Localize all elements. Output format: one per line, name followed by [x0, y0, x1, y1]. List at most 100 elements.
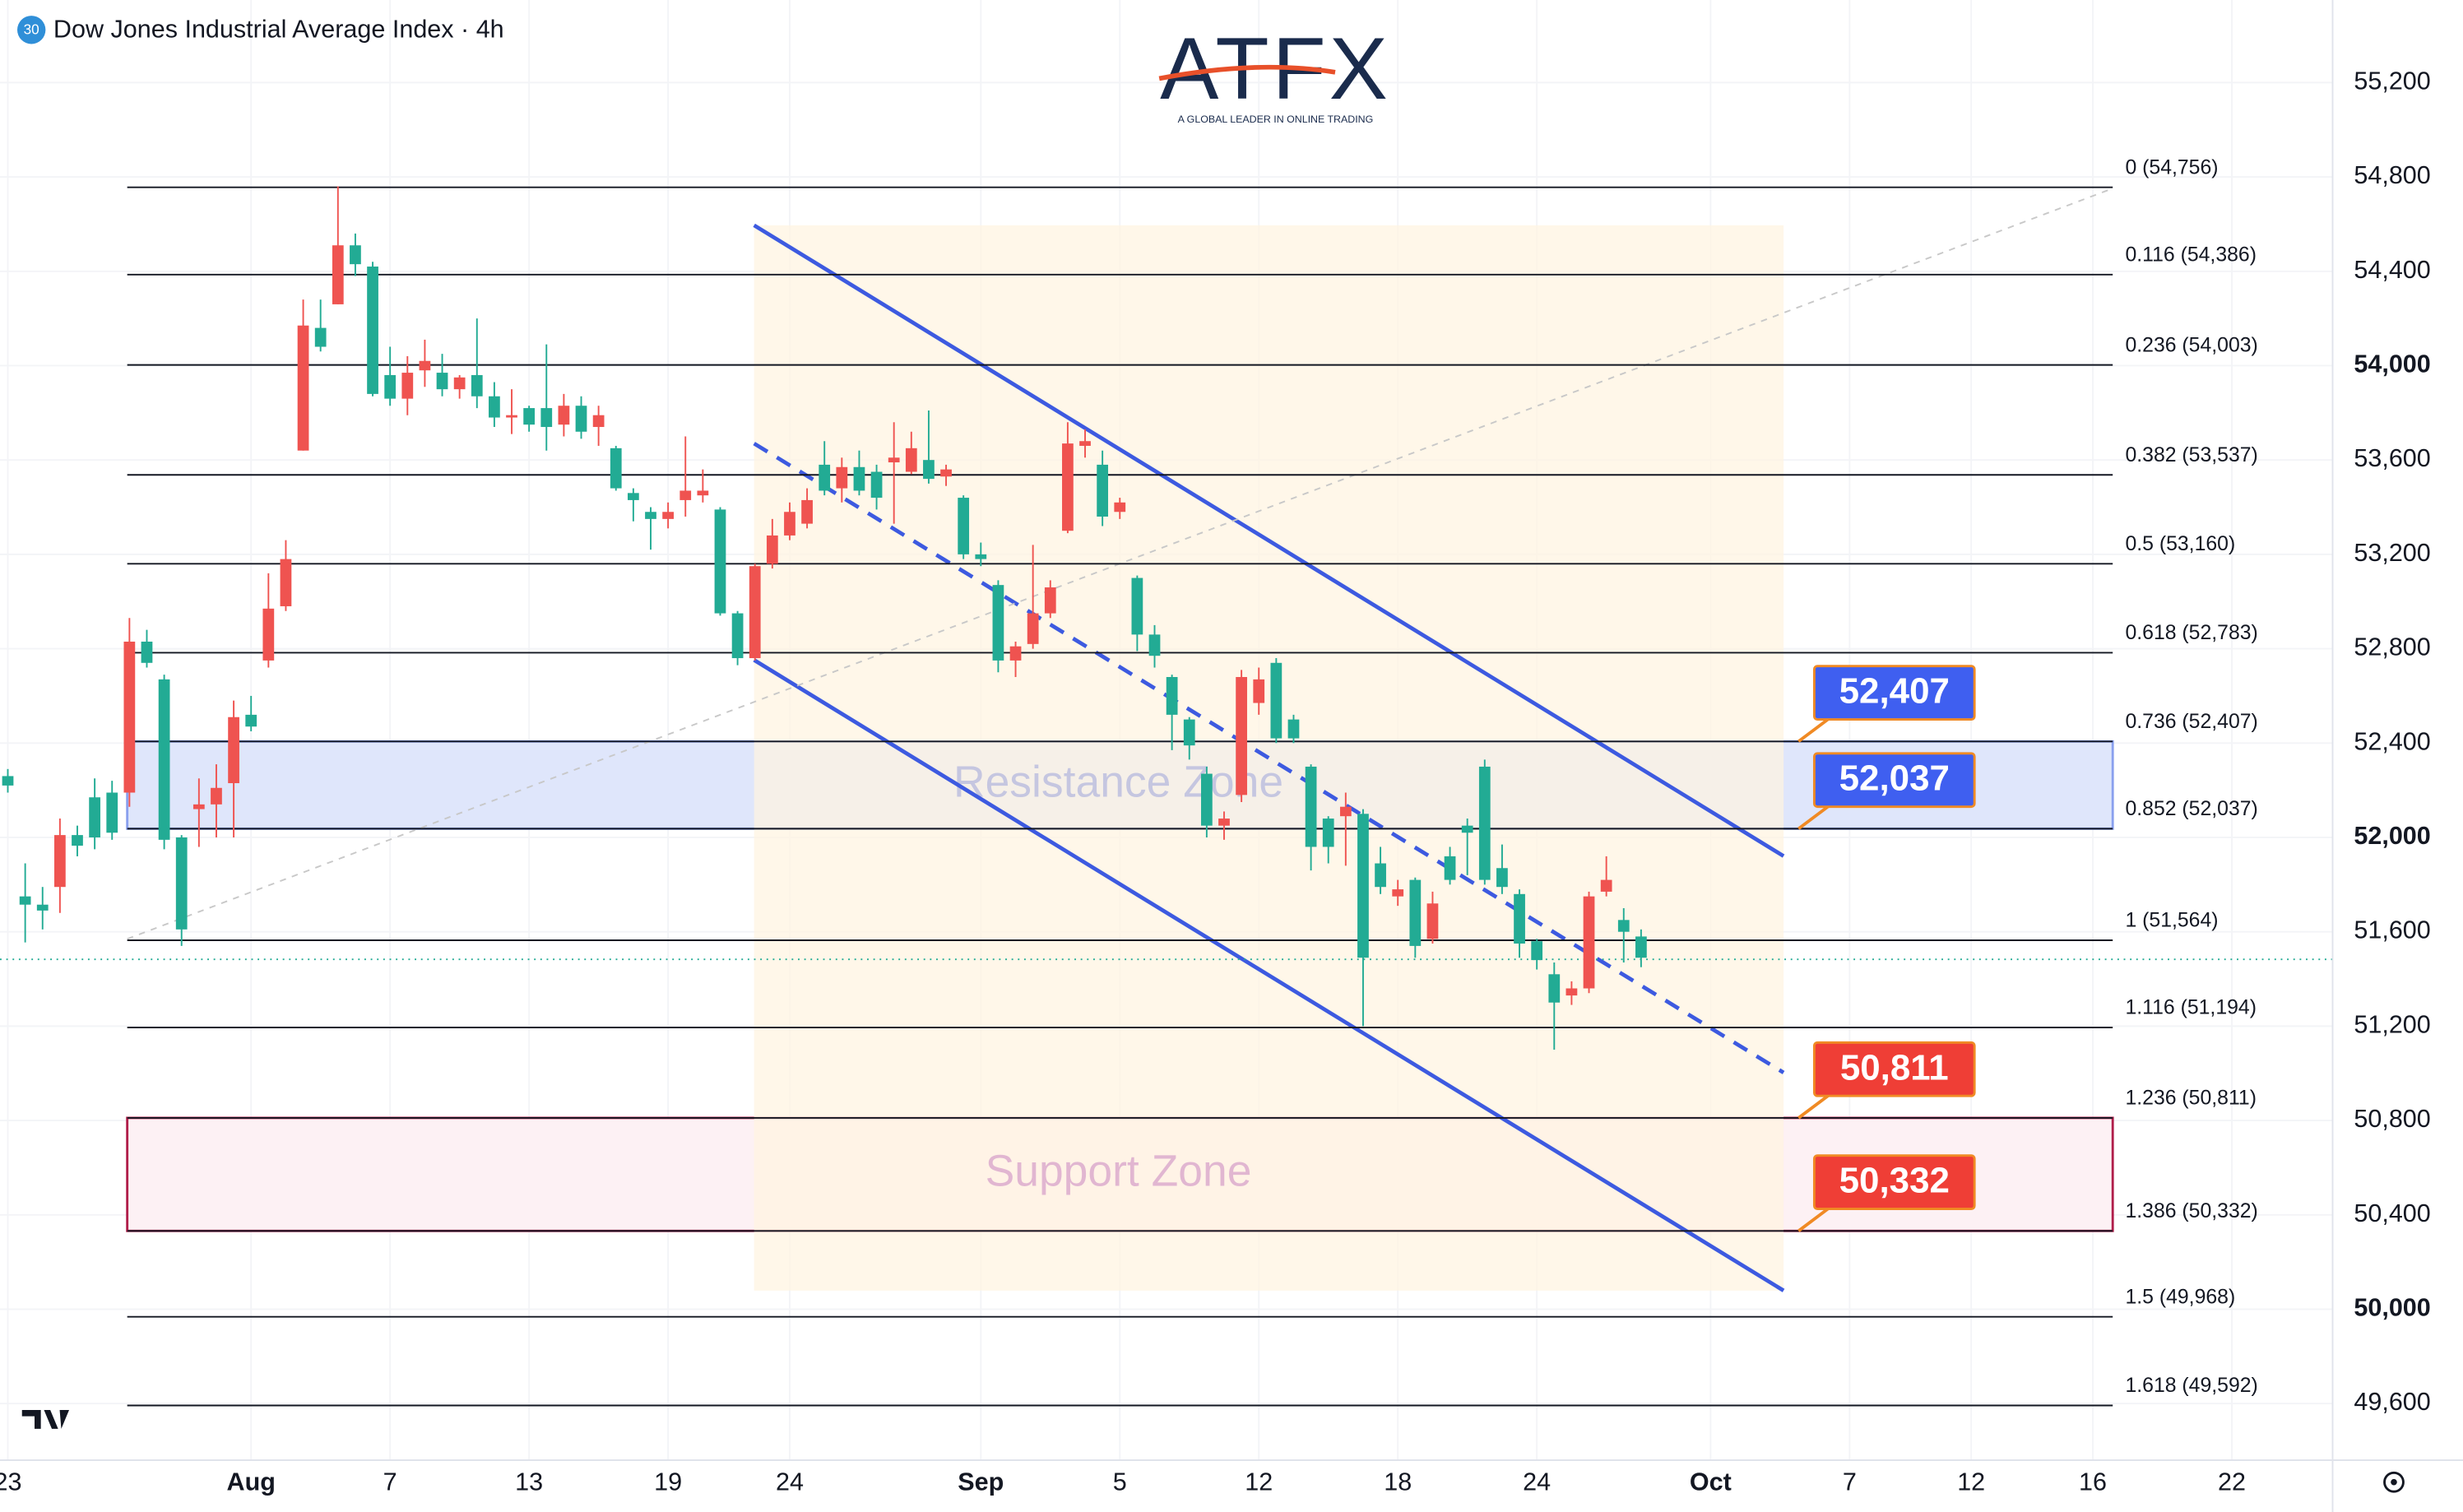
candle-body — [1218, 819, 1230, 826]
fib-label: 1 (51,564) — [2125, 910, 2218, 932]
fib-label: 1.236 (50,811) — [2125, 1088, 2257, 1110]
y-tick-label: 52,400 — [2354, 727, 2430, 755]
candle-body — [992, 585, 1004, 661]
candle-body — [245, 714, 257, 727]
candle-body — [297, 325, 309, 451]
candle-body — [350, 245, 361, 265]
candle-body — [211, 787, 222, 805]
fib-label: 0.618 (52,783) — [2125, 622, 2257, 644]
candle-body — [680, 490, 692, 500]
candle-body — [1635, 936, 1647, 958]
candle-body — [436, 373, 448, 390]
price-tag-connector — [1797, 804, 1831, 830]
x-tick-label: 12 — [1957, 1468, 1985, 1496]
y-tick-label: 50,400 — [2354, 1199, 2430, 1227]
price-tag — [1812, 1041, 1976, 1097]
fib-label: 0.382 (53,537) — [2125, 444, 2257, 466]
price-tag — [1812, 665, 1976, 721]
candle-body — [1322, 819, 1334, 847]
candle-body — [314, 327, 327, 347]
price-tag-label: 52,037 — [1839, 758, 1950, 799]
price-tags: 52,407 52,037 50,811 50,332 — [1797, 665, 1976, 1232]
candle-body — [1079, 441, 1091, 446]
candle-body — [1027, 613, 1039, 644]
candle-body — [1200, 773, 1213, 826]
candle-body — [72, 835, 83, 846]
axes: 55,200 54,800 54,400 54,000 53,600 53,200 52,8… — [0, 67, 2431, 1496]
fib-label: 0.5 (53,160) — [2125, 533, 2235, 555]
candle-body — [853, 466, 865, 491]
price-tag — [1812, 752, 1976, 809]
candle-body — [1339, 806, 1352, 817]
candle-body — [401, 373, 414, 399]
candle-body — [471, 374, 483, 397]
candle-body — [1166, 676, 1178, 715]
x-tick-label: 24 — [776, 1468, 804, 1496]
candle-body — [645, 512, 656, 519]
candle-body — [1305, 766, 1317, 847]
x-tick-label: Sep — [958, 1468, 1004, 1496]
x-tick-label: Aug — [227, 1468, 276, 1496]
price-tag-label: 50,332 — [1839, 1161, 1950, 1201]
candle-body — [958, 498, 970, 554]
x-tick-label: 7 — [1843, 1468, 1857, 1496]
y-tick-label: 53,600 — [2354, 444, 2430, 472]
candle-body — [1478, 766, 1491, 880]
price-tag — [1812, 1154, 1976, 1211]
candle-body — [1565, 988, 1578, 996]
settings-icon-center — [2391, 1478, 2397, 1486]
y-tick-label: 49,600 — [2354, 1388, 2430, 1416]
channel-shade — [754, 225, 1784, 1291]
candle-body — [592, 415, 605, 428]
candle-body — [1531, 941, 1543, 961]
candle-body — [975, 554, 987, 559]
candle-body — [766, 535, 778, 564]
y-tick-label: 51,600 — [2354, 916, 2430, 944]
candle-body — [1357, 814, 1369, 958]
candle-body — [523, 408, 536, 425]
candle-body — [489, 396, 500, 418]
candle-body — [1461, 825, 1473, 833]
candle-body — [836, 466, 848, 489]
candle-body — [1131, 577, 1143, 635]
logo-swoosh — [1158, 64, 1336, 81]
candle-body — [784, 512, 795, 536]
candle-body — [106, 792, 118, 833]
candle-body — [1375, 863, 1386, 888]
x-tick-label: 22 — [2218, 1468, 2246, 1496]
candle-body — [1270, 662, 1283, 739]
price-tag-connector — [1797, 717, 1831, 743]
candle-body — [888, 457, 900, 463]
x-tick-label: 7 — [383, 1468, 397, 1496]
y-tick-label: 50,000 — [2354, 1294, 2430, 1322]
candle-body — [53, 835, 66, 888]
candle-body — [610, 448, 622, 489]
settings-icon[interactable] — [2383, 1471, 2405, 1493]
candle-body — [940, 469, 952, 477]
x-tick-label: 24 — [1523, 1468, 1551, 1496]
candle-body — [1496, 868, 1508, 888]
x-tick-label: 13 — [515, 1468, 543, 1496]
candle-body — [627, 493, 639, 500]
fib-label: 0 (54,756) — [2125, 156, 2218, 179]
fib-label: 1.116 (51,194) — [2125, 997, 2257, 1019]
fib-label: 1.618 (49,592) — [2125, 1375, 2257, 1397]
price-tag-connector — [1797, 1092, 1831, 1120]
x-tick-label: 5 — [1113, 1468, 1127, 1496]
candle-body — [1600, 879, 1612, 892]
candle-body — [749, 566, 761, 659]
candle-body — [1062, 443, 1074, 531]
candle-body — [280, 559, 292, 606]
x-tick-label: 16 — [2079, 1468, 2107, 1496]
candle-body — [1617, 920, 1630, 932]
candle-body — [662, 512, 674, 519]
candle-body — [1287, 719, 1300, 739]
candle-body — [36, 904, 49, 911]
channel-median — [753, 442, 1785, 1074]
candle-body — [558, 406, 570, 425]
fib-label: 1.5 (49,968) — [2125, 1286, 2235, 1308]
candle-body — [384, 374, 397, 399]
candle-body — [714, 509, 726, 614]
